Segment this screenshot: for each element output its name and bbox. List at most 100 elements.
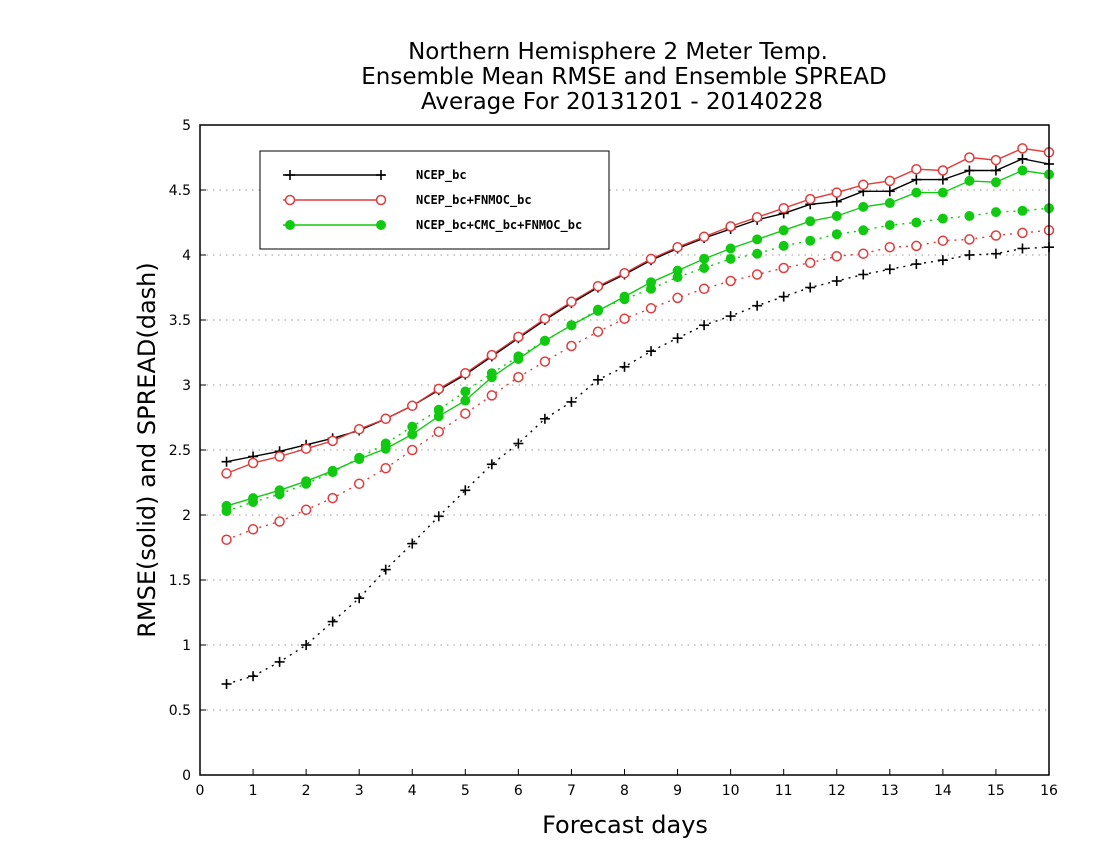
spread-point bbox=[858, 225, 869, 236]
spread-point bbox=[407, 538, 418, 549]
rmse-point bbox=[911, 163, 922, 175]
legend-marker bbox=[376, 220, 386, 230]
rmse-point bbox=[353, 423, 365, 435]
spread-point bbox=[645, 303, 657, 314]
rmse-point bbox=[327, 435, 338, 447]
rmse-point bbox=[221, 456, 232, 467]
rmse-point bbox=[300, 443, 312, 454]
spread-point bbox=[725, 253, 736, 264]
x-axis-label: Forecast days bbox=[542, 811, 708, 839]
series-layer bbox=[221, 143, 1055, 689]
spread-point bbox=[353, 478, 365, 490]
rmse-point bbox=[725, 221, 736, 232]
rmse-point bbox=[911, 187, 922, 198]
spread-point bbox=[300, 504, 312, 516]
legend-item: NCEP_bc bbox=[283, 168, 467, 183]
x-tick-label: 7 bbox=[567, 783, 576, 799]
rmse-point bbox=[539, 313, 551, 324]
y-tick-label: 2 bbox=[182, 508, 191, 524]
spread-point bbox=[619, 313, 630, 324]
spread-point bbox=[486, 390, 498, 401]
rmse-point bbox=[804, 193, 816, 205]
rmse-point bbox=[699, 253, 710, 264]
rmse-point bbox=[964, 175, 975, 186]
spread-point bbox=[380, 564, 391, 575]
rmse-point bbox=[990, 165, 1001, 176]
x-tick-label: 9 bbox=[673, 783, 682, 799]
spread-point bbox=[672, 333, 683, 344]
rmse-point bbox=[248, 493, 259, 504]
spread-point bbox=[513, 371, 524, 383]
rmse-point bbox=[566, 320, 577, 331]
y-axis-label: RMSE(solid) and SPREAD(dash) bbox=[133, 262, 161, 638]
title-line-2: Ensemble Mean RMSE and Ensemble SPREAD bbox=[361, 64, 886, 90]
rmse-point bbox=[486, 372, 497, 383]
rmse-point bbox=[1017, 153, 1028, 164]
spread-point bbox=[831, 276, 842, 286]
x-tick-label: 6 bbox=[514, 783, 523, 799]
spread-point bbox=[513, 438, 524, 449]
y-tick-label: 3.5 bbox=[169, 313, 191, 329]
spread-point bbox=[539, 356, 551, 367]
y-tick-label: 2.5 bbox=[169, 443, 191, 459]
rmse-point bbox=[805, 216, 816, 227]
spread-point bbox=[752, 300, 763, 311]
spread-point bbox=[778, 262, 789, 274]
x-tick-label: 3 bbox=[355, 783, 364, 799]
spread-point bbox=[699, 320, 710, 331]
rmse-point bbox=[778, 202, 789, 214]
x-tick-label: 15 bbox=[987, 783, 1005, 799]
rmse-point bbox=[725, 243, 736, 254]
rmse-point bbox=[407, 400, 418, 412]
rmse-point bbox=[884, 175, 896, 187]
x-tick-label: 4 bbox=[408, 783, 417, 799]
rmse-point bbox=[433, 411, 444, 422]
spread-point bbox=[964, 211, 975, 221]
rmse-point bbox=[937, 187, 948, 198]
spread-point bbox=[354, 593, 365, 604]
spread-line bbox=[226, 246, 1050, 685]
spread-point bbox=[990, 248, 1001, 259]
spread-point bbox=[804, 257, 816, 269]
spread-point bbox=[301, 640, 312, 650]
chart-title: Northern Hemisphere 2 Meter Temp. Ensemb… bbox=[361, 39, 886, 115]
spread-point bbox=[592, 326, 604, 337]
spread-point bbox=[752, 248, 763, 259]
spread-point bbox=[433, 426, 445, 438]
spread-point bbox=[778, 291, 789, 302]
rmse-point bbox=[964, 152, 975, 163]
rmse-point bbox=[460, 395, 471, 406]
spread-point bbox=[937, 235, 949, 246]
title-line-1: Northern Hemisphere 2 Meter Temp. bbox=[408, 39, 828, 65]
spread-point bbox=[566, 396, 577, 407]
spread-point bbox=[460, 386, 471, 397]
rmse-point bbox=[884, 186, 895, 197]
rmse-point bbox=[990, 177, 1001, 188]
spread-point bbox=[327, 616, 338, 627]
rmse-point bbox=[1017, 143, 1028, 154]
spread-point bbox=[990, 230, 1002, 241]
rmse-point bbox=[831, 196, 842, 207]
y-tick-label: 3 bbox=[182, 378, 191, 394]
spread-point bbox=[646, 346, 657, 357]
rmse-point bbox=[274, 451, 285, 462]
spread-point bbox=[460, 408, 471, 419]
spread-point bbox=[805, 282, 816, 293]
x-tick-label: 10 bbox=[722, 783, 740, 799]
rmse-point bbox=[672, 265, 683, 276]
rmse-point bbox=[937, 165, 949, 176]
spread-point bbox=[433, 511, 444, 522]
spread-point bbox=[566, 340, 577, 352]
spread-point bbox=[247, 524, 259, 535]
spread-point bbox=[937, 213, 948, 224]
spread-point bbox=[884, 241, 896, 253]
legend-marker bbox=[375, 194, 387, 206]
x-tick-label: 8 bbox=[620, 783, 629, 799]
y-tick-label: 0.5 bbox=[169, 703, 191, 719]
rmse-point bbox=[911, 174, 922, 185]
spread-point bbox=[964, 250, 975, 260]
x-tick-label: 13 bbox=[881, 783, 899, 799]
spread-point bbox=[858, 248, 869, 259]
spread-point bbox=[911, 259, 922, 270]
x-tick-label: 16 bbox=[1040, 783, 1058, 799]
